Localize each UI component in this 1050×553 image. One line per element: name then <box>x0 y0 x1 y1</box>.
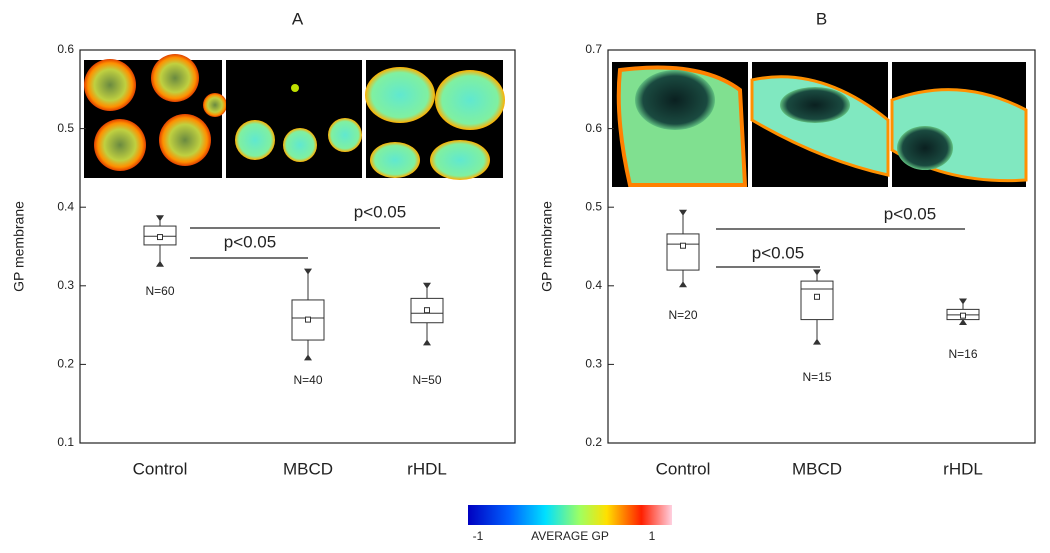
whisker-cap <box>959 318 967 325</box>
y-axis-label: GP membrane <box>539 201 555 292</box>
y-tick-label: 0.3 <box>585 357 602 371</box>
colorbar-min: -1 <box>473 529 484 543</box>
whisker-cap <box>304 354 312 361</box>
y-tick-label: 0.7 <box>585 42 602 56</box>
y-tick-label: 0.4 <box>57 199 74 213</box>
n-label: N=16 <box>948 347 977 361</box>
whisker-cap <box>423 339 431 346</box>
significance-label: p<0.05 <box>224 232 276 251</box>
whisker-cap <box>423 282 431 289</box>
whisker-cap <box>813 269 821 276</box>
whisker-cap <box>679 209 687 216</box>
n-label: N=60 <box>145 284 174 298</box>
panel-title: B <box>816 9 827 28</box>
y-tick-label: 0.3 <box>57 278 74 292</box>
plot-frame <box>79 49 516 444</box>
plot-frame <box>607 49 1036 444</box>
x-tick-label: MBCD <box>792 459 842 478</box>
n-label: N=50 <box>412 373 441 387</box>
mean <box>680 242 686 249</box>
panel-title: A <box>292 9 304 28</box>
x-tick-label: Control <box>656 459 711 478</box>
x-tick-label: rHDL <box>943 459 983 478</box>
mean <box>814 293 820 300</box>
x-tick-label: rHDL <box>407 459 447 478</box>
colorbar: -1 AVERAGE GP 1 <box>468 505 672 543</box>
whisker-cap <box>679 281 687 288</box>
box <box>800 280 834 321</box>
y-tick-label: 0.5 <box>57 121 74 135</box>
mean <box>305 316 311 323</box>
significance-label: p<0.05 <box>354 202 406 221</box>
mean <box>960 312 966 319</box>
y-tick-label: 0.1 <box>57 435 74 449</box>
colorbar-label: AVERAGE GP <box>531 529 609 543</box>
x-tick-label: Control <box>133 459 188 478</box>
box <box>666 233 700 271</box>
whisker-cap <box>156 260 164 267</box>
whisker-cap <box>813 338 821 345</box>
y-tick-label: 0.5 <box>585 199 602 213</box>
n-label: N=15 <box>802 370 831 384</box>
y-tick-label: 0.2 <box>585 435 602 449</box>
whisker-cap <box>959 298 967 305</box>
x-tick-label: MBCD <box>283 459 333 478</box>
mean <box>157 234 163 241</box>
y-tick-label: 0.2 <box>57 357 74 371</box>
mean <box>424 307 430 314</box>
y-tick-label: 0.4 <box>585 278 602 292</box>
y-tick-label: 0.6 <box>585 121 602 135</box>
n-label: N=20 <box>668 308 697 322</box>
y-tick-label: 0.6 <box>57 42 74 56</box>
whisker-cap <box>304 268 312 275</box>
colorbar-gradient <box>468 505 672 525</box>
y-axis-label: GP membrane <box>11 201 27 292</box>
n-label: N=40 <box>293 373 322 387</box>
significance-label: p<0.05 <box>884 204 936 223</box>
whisker-cap <box>156 215 164 222</box>
colorbar-max: 1 <box>649 529 656 543</box>
micrographs <box>84 54 1028 187</box>
significance-label: p<0.05 <box>752 243 804 262</box>
